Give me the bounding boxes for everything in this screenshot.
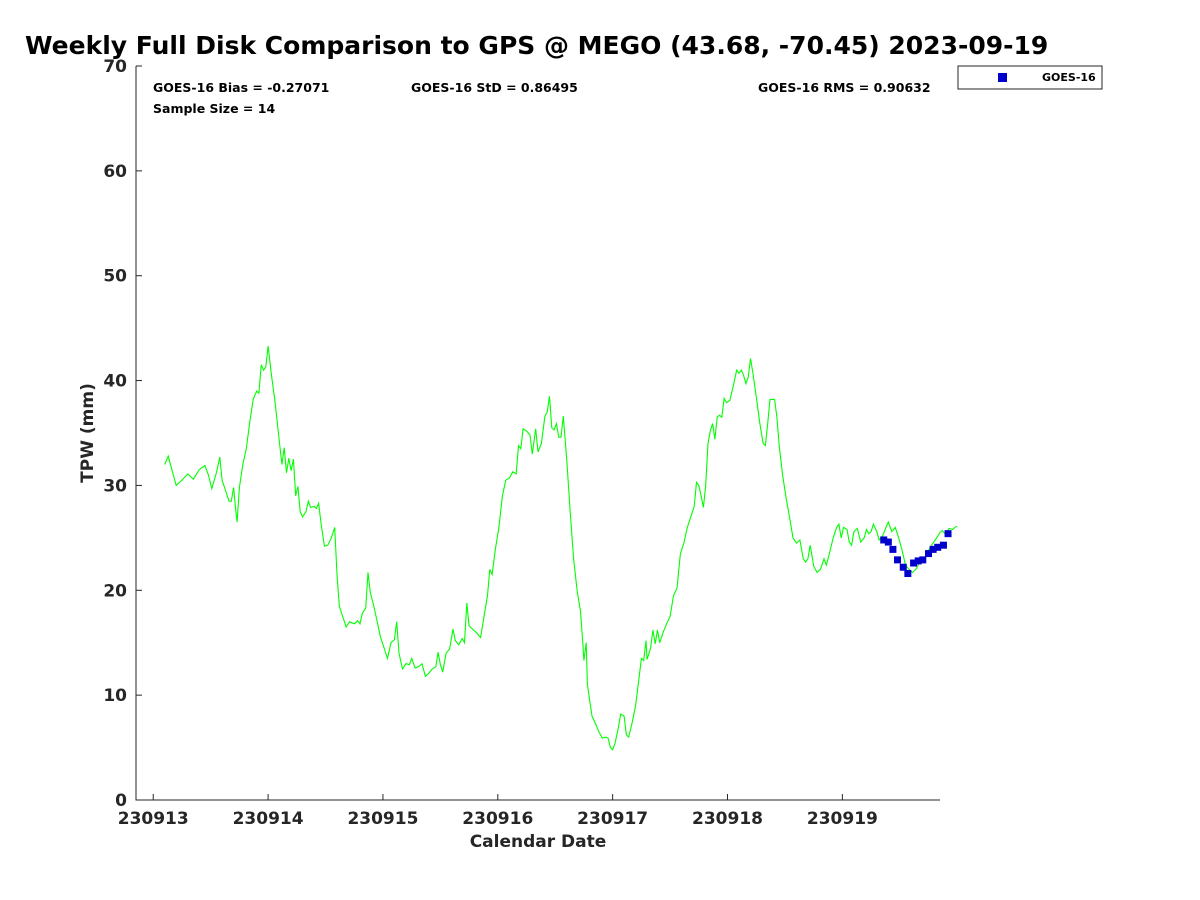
rms-stat: GOES-16 RMS = 0.90632 (758, 80, 931, 95)
x-axis-label: Calendar Date (470, 832, 607, 852)
x-axis-ticks: 230913 230914 230915 230916 230917 230918 2309… (118, 794, 878, 829)
goes16-point (944, 530, 952, 538)
y-tick-label: 30 (103, 476, 127, 496)
x-tick-label: 230913 (118, 809, 189, 829)
x-tick-label: 230914 (233, 809, 304, 829)
y-tick-label: 70 (103, 57, 127, 77)
goes16-point (919, 556, 927, 564)
y-axis-label: TPW (mm) (78, 383, 98, 483)
goes16-point (929, 545, 937, 553)
legend-label-goes16: GOES-16 (1042, 71, 1096, 84)
axes (135, 66, 940, 801)
goes16-point (889, 545, 897, 553)
bias-stat: GOES-16 Bias = -0.27071 (153, 80, 329, 95)
goes16-point (880, 536, 888, 544)
y-axis-ticks: 0 10 20 30 40 50 60 70 (103, 57, 142, 811)
y-tick-label: 0 (115, 791, 127, 811)
legend: GOES-16 (957, 65, 1103, 90)
legend-marker (998, 73, 1007, 82)
x-tick-label: 230915 (347, 809, 418, 829)
goes16-point (894, 556, 902, 564)
x-tick-label: 230919 (807, 809, 878, 829)
goes16-point (904, 570, 912, 578)
std-stat: GOES-16 StD = 0.86495 (411, 80, 578, 95)
goes16-point (939, 541, 947, 549)
plot-area: 0 10 20 30 40 50 60 70 230913 230914 230915 230916… (103, 57, 958, 829)
goes16-point (884, 538, 892, 546)
y-tick-label: 60 (103, 162, 127, 182)
goes16-point (914, 557, 922, 565)
goes16-point (934, 543, 942, 551)
y-tick-label: 40 (103, 372, 127, 392)
y-tick-label: 20 (103, 581, 127, 601)
legend-box (957, 65, 1103, 90)
x-tick-label: 230917 (577, 809, 648, 829)
x-tick-label: 230918 (692, 809, 763, 829)
goes16-point (899, 563, 907, 571)
goes16-point (925, 550, 933, 558)
sample-size-stat: Sample Size = 14 (153, 101, 275, 116)
y-tick-label: 10 (103, 686, 127, 706)
series-layer (164, 345, 958, 751)
gps-tpw-line (164, 345, 958, 751)
y-tick-label: 50 (103, 267, 127, 287)
goes16-point (910, 559, 918, 567)
chart-title: Weekly Full Disk Comparison to GPS @ MEG… (25, 31, 1048, 60)
x-tick-label: 230916 (462, 809, 533, 829)
